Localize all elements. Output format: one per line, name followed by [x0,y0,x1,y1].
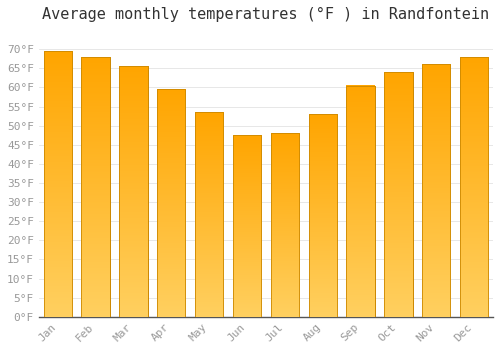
Bar [346,85,375,317]
Bar [384,72,412,317]
Bar [422,64,450,317]
Bar [308,114,337,317]
Bar [233,135,261,317]
Bar [270,133,299,317]
Bar [119,66,148,317]
Bar [195,112,224,317]
Bar [82,57,110,317]
Bar [44,51,72,317]
Bar [460,57,488,317]
Bar [157,89,186,317]
Title: Average monthly temperatures (°F ) in Randfontein: Average monthly temperatures (°F ) in Ra… [42,7,490,22]
